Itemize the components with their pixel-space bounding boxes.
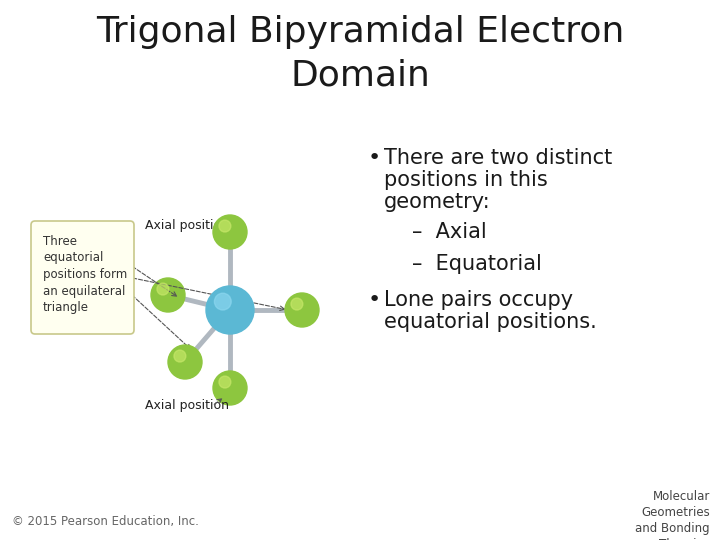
Text: Domain: Domain (290, 58, 430, 92)
Circle shape (151, 278, 185, 312)
Circle shape (157, 283, 169, 295)
Text: Axial position: Axial position (145, 219, 229, 232)
Text: geometry:: geometry: (384, 192, 490, 212)
Text: •: • (368, 148, 382, 168)
Text: –  Equatorial: – Equatorial (412, 254, 542, 274)
Circle shape (219, 220, 231, 232)
Text: There are two distinct: There are two distinct (384, 148, 612, 168)
Text: Axial position: Axial position (145, 399, 229, 411)
Text: –  Axial: – Axial (412, 222, 487, 242)
Circle shape (206, 286, 254, 334)
Text: equatorial positions.: equatorial positions. (384, 312, 597, 332)
Circle shape (168, 345, 202, 379)
Circle shape (219, 376, 231, 388)
Circle shape (285, 293, 319, 327)
Text: Lone pairs occupy: Lone pairs occupy (384, 290, 573, 310)
FancyBboxPatch shape (31, 221, 134, 334)
Text: Three
equatorial
positions form
an equilateral
triangle: Three equatorial positions form an equil… (43, 235, 127, 314)
Text: •: • (368, 290, 382, 310)
Text: Molecular
Geometries
and Bonding
Theories: Molecular Geometries and Bonding Theorie… (635, 490, 710, 540)
Text: Trigonal Bipyramidal Electron: Trigonal Bipyramidal Electron (96, 15, 624, 49)
Circle shape (213, 215, 247, 249)
Circle shape (291, 298, 303, 310)
Circle shape (213, 371, 247, 405)
Text: © 2015 Pearson Education, Inc.: © 2015 Pearson Education, Inc. (12, 515, 199, 528)
Circle shape (215, 293, 231, 310)
Circle shape (174, 350, 186, 362)
Text: positions in this: positions in this (384, 170, 548, 190)
